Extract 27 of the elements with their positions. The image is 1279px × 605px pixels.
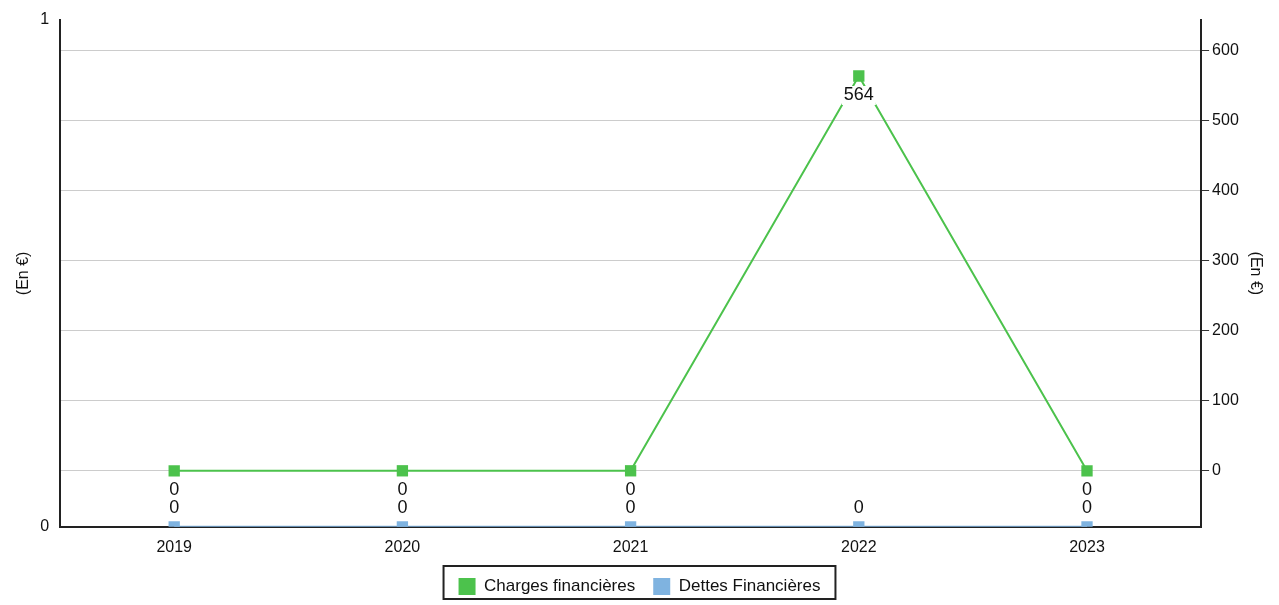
- y2-tick-label: 0: [1212, 461, 1222, 479]
- data-label: 0: [625, 496, 636, 517]
- data-label: 564: [843, 83, 874, 104]
- y2-tick-label: 500: [1212, 111, 1239, 129]
- data-label: 0: [1082, 478, 1093, 499]
- legend-label: Dettes Financières: [678, 576, 821, 596]
- x-tick-label: 2020: [384, 537, 421, 555]
- data-label: 0: [1082, 496, 1093, 517]
- y2-tick-label: 100: [1212, 391, 1239, 409]
- y2-tick-label: 300: [1212, 251, 1239, 269]
- x-tick-label: 2019: [156, 537, 193, 555]
- data-label: 0: [169, 496, 180, 517]
- y2-axis-title: (En €): [1247, 251, 1265, 296]
- x-tick-label: 2023: [1069, 537, 1105, 555]
- data-label: 0: [853, 496, 864, 517]
- x-tick-label: 2022: [841, 537, 877, 555]
- data-label: 0: [397, 478, 408, 499]
- y-axis-title: (En €): [14, 251, 32, 296]
- y2-tick-label: 400: [1212, 181, 1239, 199]
- y2-tick-label: 600: [1212, 41, 1239, 59]
- legend-label: Charges financières: [484, 576, 636, 596]
- data-label: 0: [625, 478, 636, 499]
- x-tick-label: 2021: [612, 537, 649, 555]
- data-label: 0: [169, 478, 180, 499]
- y-tick-label: 1: [40, 10, 50, 28]
- y2-tick-label: 200: [1212, 321, 1239, 339]
- data-label: 0: [397, 496, 408, 517]
